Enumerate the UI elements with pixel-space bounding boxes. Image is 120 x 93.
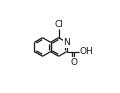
Text: N: N: [63, 38, 70, 47]
Text: OH: OH: [80, 47, 93, 56]
Text: O: O: [70, 58, 77, 67]
Text: Cl: Cl: [54, 20, 63, 29]
